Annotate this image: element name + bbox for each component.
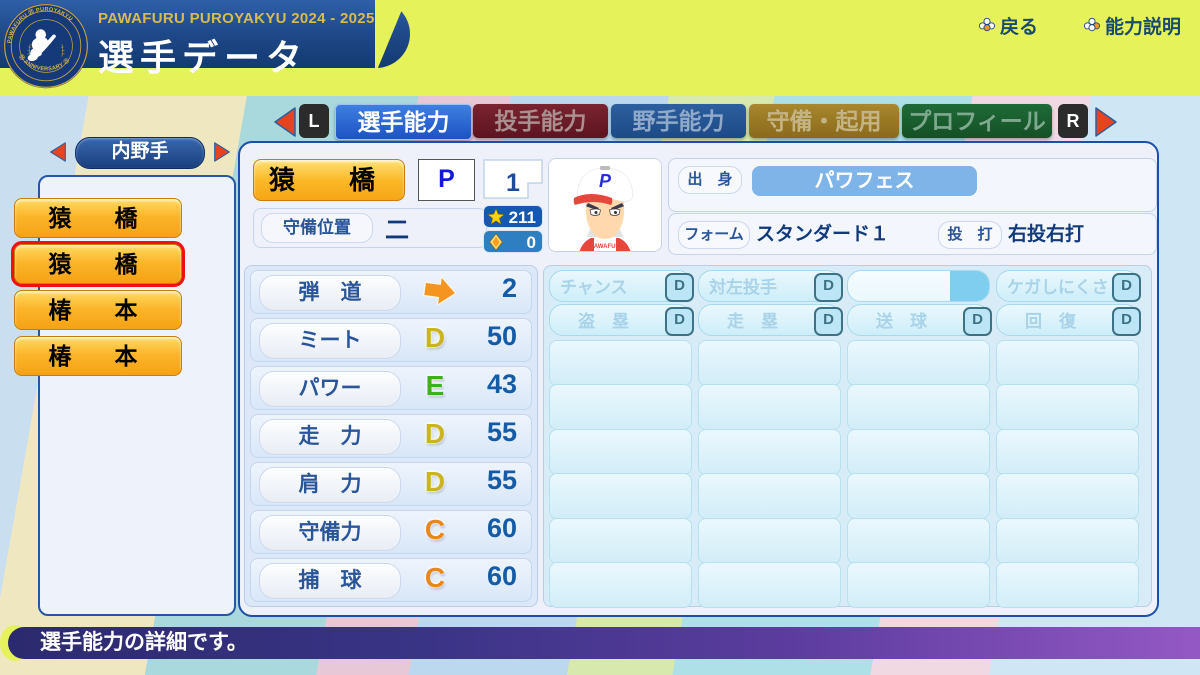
svg-text:P: P — [599, 171, 612, 191]
svg-text:PAWAFUR: PAWAFUR — [590, 244, 620, 250]
